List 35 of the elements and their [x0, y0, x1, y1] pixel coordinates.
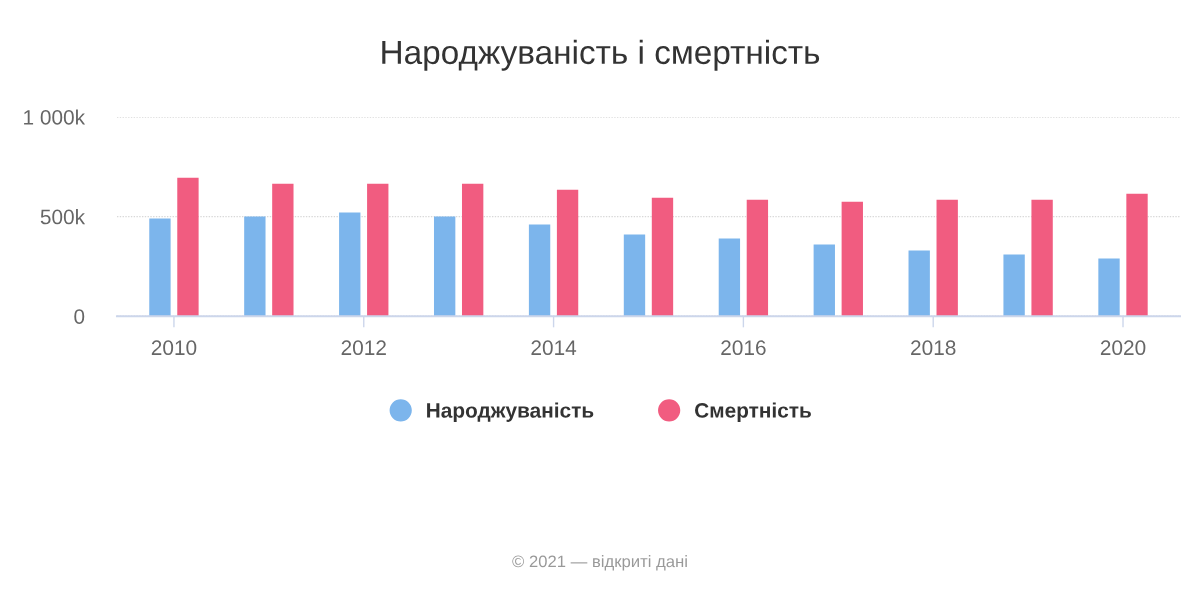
text: © 2021 — відкриті дані [512, 555, 687, 571]
bar [556, 189, 579, 317]
bar [149, 218, 171, 317]
x-tick-label: 2012 [341, 340, 386, 356]
y-tick-label: 1 000k [24, 109, 86, 125]
bar [813, 244, 835, 317]
legend-label: Смертність [695, 402, 811, 422]
x-tick-label: 2018 [911, 340, 956, 356]
legend-label: Народжуваність [427, 402, 594, 422]
bar [746, 199, 769, 317]
bar [908, 250, 930, 317]
bar [528, 224, 551, 317]
bar [623, 234, 646, 317]
bar [367, 183, 389, 317]
bar [1031, 199, 1053, 317]
x-tick-label: 2014 [531, 340, 577, 356]
y-tick-label: 0 [74, 309, 85, 324]
x-tick-label: 2020 [1100, 340, 1146, 356]
x-tick-label: 2016 [721, 340, 766, 356]
bar [841, 201, 863, 317]
bar [177, 177, 199, 317]
bar [339, 212, 361, 317]
chart-title: Народжуваність і смертність [382, 39, 820, 71]
x-tick-label: 2010 [151, 340, 197, 356]
bar [1126, 193, 1148, 317]
bar [272, 183, 294, 317]
bar [651, 197, 674, 317]
y-tick-label: 500k [40, 209, 86, 225]
bar [433, 216, 456, 317]
bar [1003, 254, 1025, 317]
bar [936, 199, 958, 317]
bar [718, 238, 741, 317]
bar [244, 216, 266, 317]
bar [1098, 258, 1120, 317]
bar [461, 183, 484, 317]
